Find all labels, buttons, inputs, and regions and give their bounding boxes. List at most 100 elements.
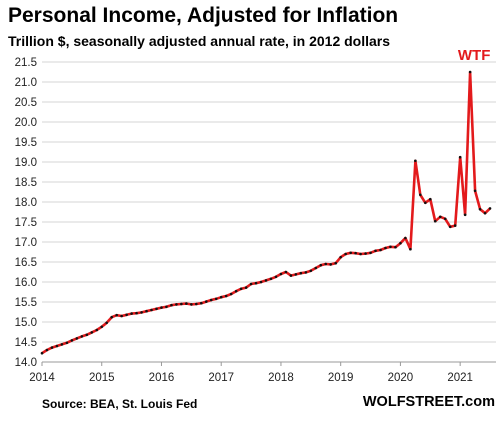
x-tick-label: 2016 — [149, 372, 175, 384]
chart-title: Personal Income, Adjusted for Inflation — [8, 4, 399, 27]
y-tick-label: 15.0 — [15, 317, 37, 329]
y-tick-label: 14.5 — [15, 337, 37, 349]
data-point — [419, 193, 422, 197]
data-point — [394, 245, 397, 249]
data-point — [65, 341, 69, 345]
data-point — [468, 70, 472, 74]
site-credit: WOLFSTREET.com — [362, 394, 495, 410]
data-point — [170, 303, 173, 307]
data-point — [473, 189, 477, 193]
data-point — [284, 270, 288, 274]
data-point — [349, 251, 352, 255]
y-tick-label: 21.0 — [15, 77, 37, 89]
wtf-annotation: WTF — [458, 47, 490, 64]
data-point — [404, 236, 407, 240]
data-point — [175, 303, 178, 306]
x-axis: 2014 2015 2016 2017 2018 2019 2020 2021 — [29, 361, 496, 384]
data-point — [185, 302, 188, 305]
chart-subtitle: Trillion $, seasonally adjusted annual r… — [8, 33, 391, 49]
data-point — [324, 262, 328, 266]
data-point — [190, 303, 193, 306]
data-point — [60, 343, 64, 346]
income-series — [40, 70, 492, 355]
data-point — [75, 337, 79, 340]
y-tick-label: 15.5 — [15, 297, 37, 309]
y-tick-label: 17.5 — [15, 217, 37, 229]
chart-annotations: WTF — [458, 47, 490, 64]
data-point — [458, 155, 462, 159]
data-point — [399, 241, 402, 245]
data-point — [304, 271, 308, 274]
x-tick-label: 2021 — [447, 372, 473, 384]
y-tick-label: 21.5 — [15, 57, 37, 69]
data-point — [244, 286, 248, 289]
data-point — [389, 245, 392, 249]
data-point — [105, 321, 108, 325]
y-tick-label: 14.0 — [15, 357, 37, 369]
y-axis: 14.0 14.5 15.0 15.5 16.0 16.5 17.0 17.5 18.0 18.5… — [15, 57, 37, 369]
data-point — [85, 333, 89, 337]
data-point — [438, 215, 442, 219]
data-point — [379, 248, 382, 252]
data-point — [294, 273, 298, 276]
data-point — [150, 308, 153, 312]
series-line — [41, 70, 491, 355]
data-point — [229, 292, 233, 296]
data-point — [180, 302, 183, 306]
data-point — [195, 302, 198, 306]
data-point — [110, 315, 114, 319]
y-tick-label: 20.0 — [15, 117, 37, 129]
data-point — [234, 289, 238, 293]
data-point — [374, 249, 377, 253]
source-note: Source: BEA, St. Louis Fed — [42, 397, 198, 411]
data-point — [214, 297, 218, 301]
data-point — [309, 269, 313, 273]
data-point — [70, 339, 74, 342]
data-point — [443, 217, 447, 221]
data-point — [155, 307, 158, 311]
data-point — [384, 246, 387, 250]
data-point — [254, 281, 258, 285]
data-point — [279, 272, 283, 276]
x-tick-label: 2020 — [388, 372, 414, 384]
y-tick-label: 16.5 — [15, 257, 37, 269]
y-tick-label: 18.0 — [15, 197, 37, 209]
data-point — [40, 351, 44, 355]
data-point — [160, 306, 163, 309]
data-point — [339, 255, 342, 259]
data-point — [115, 313, 118, 317]
data-point — [433, 219, 437, 223]
chart-grid — [42, 61, 496, 363]
data-point — [269, 277, 273, 281]
data-point — [140, 311, 143, 314]
data-point — [334, 261, 338, 265]
data-point — [130, 312, 133, 315]
data-point — [483, 211, 487, 215]
data-point — [409, 247, 412, 251]
data-point — [125, 313, 128, 317]
data-point — [259, 280, 263, 284]
data-point — [90, 331, 94, 334]
data-point — [224, 294, 228, 298]
data-point — [448, 225, 452, 229]
x-tick-label: 2015 — [89, 372, 115, 384]
data-point — [488, 207, 492, 210]
data-point — [424, 201, 427, 205]
data-point — [274, 275, 278, 279]
data-point — [45, 348, 49, 352]
x-tick-label: 2019 — [328, 372, 354, 384]
data-point — [145, 309, 148, 313]
data-point — [344, 252, 347, 256]
data-point — [428, 197, 432, 201]
data-point — [354, 251, 357, 255]
data-point — [100, 325, 104, 329]
data-point — [135, 311, 138, 315]
x-tick-label: 2018 — [268, 372, 294, 384]
data-point — [314, 266, 318, 270]
y-tick-label: 18.5 — [15, 177, 37, 189]
data-point — [239, 287, 243, 291]
data-point — [55, 344, 59, 348]
x-tick-label: 2017 — [208, 372, 234, 384]
data-point — [289, 274, 293, 277]
